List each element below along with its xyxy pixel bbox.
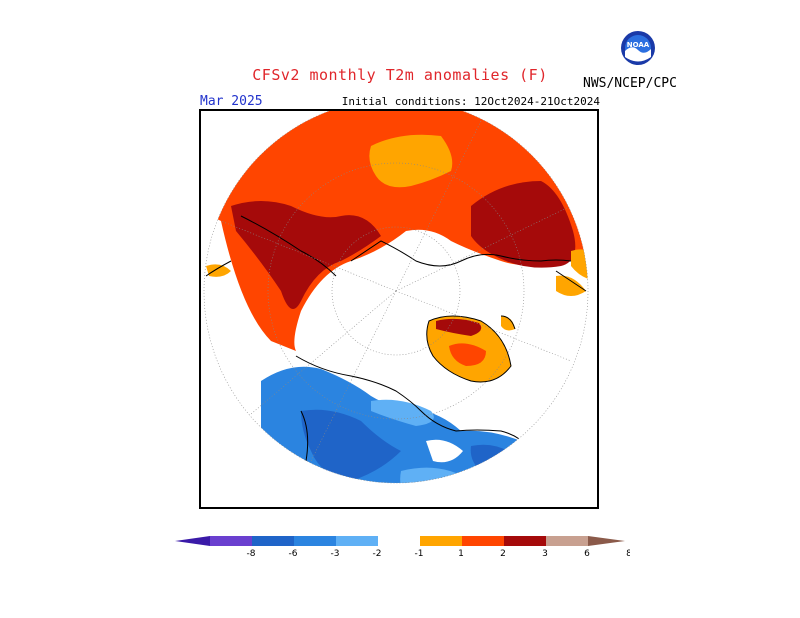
colorbar-tick-label: -2 [373,549,382,559]
colorbar-tick-label: 8 [626,549,630,559]
coastline-north-america [295,355,532,462]
colorbar-tick-label: -1 [415,549,424,559]
map-title: CFSv2 monthly T2m anomalies (F) [252,66,548,84]
colorbar-bin-6-3 [252,536,294,546]
coastline-greenland [426,315,512,383]
forecast-month: Mar 2025 [200,94,263,109]
agency-label: NWS/NCEP/CPC [583,76,677,91]
colorbar-tick-label: -6 [289,549,298,559]
colorbar-arrow-right [588,536,625,546]
colorbar-bin-6-8 [546,536,588,546]
colorbar-tick-label: 6 [584,549,590,559]
polar-map [199,109,599,509]
initial-conditions-label: Initial conditions: 12Oct2024-21Oct2024 [341,95,600,108]
colorbar-bin-2-1 [336,536,378,546]
colorbar-bin-neutral [378,536,420,546]
noaa-logo-icon: NOAA [620,30,656,66]
colorbar-tick-label: -3 [331,549,340,559]
polar-map-svg [203,111,589,484]
colorbar-bin-1-2 [420,536,462,546]
colorbar-bin-lt-6 [210,536,252,546]
colorbar-bin-3-2 [294,536,336,546]
colorbar-tick-label: 1 [458,549,464,559]
colorbar-tick-label: 3 [542,549,548,559]
colorbar-tick-label: 2 [500,549,506,559]
colorbar: -8 -6 -3 -2 -1 1 2 3 6 8 [170,532,632,572]
noaa-logo-text: NOAA [627,41,650,49]
colorbar-tick-label: -8 [247,549,256,559]
colorbar-bin-3-6 [504,536,546,546]
anomaly-region-6-8-east [471,181,576,268]
colorbar-bin-2-3 [462,536,504,546]
anomaly-region-1-2-north [369,134,453,188]
colorbar-arrow-left [175,536,210,546]
coastline-eurasia [240,215,572,277]
